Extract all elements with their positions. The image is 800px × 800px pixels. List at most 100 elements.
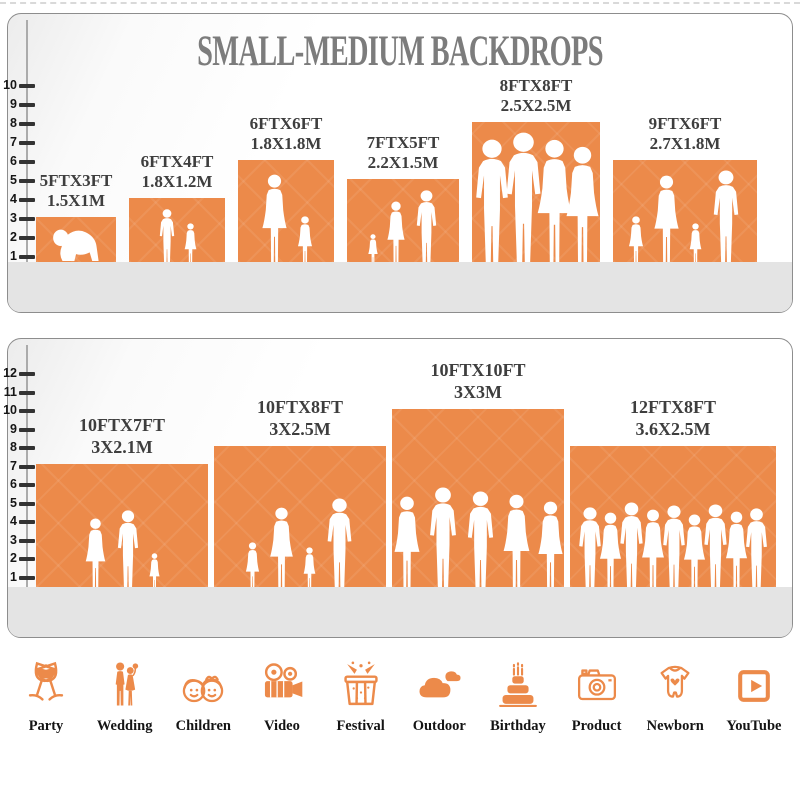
- backdrop-rect: [392, 409, 564, 591]
- person-silhouette: [270, 507, 293, 591]
- silhouette-group: [472, 132, 600, 269]
- backdrop-rect: [570, 446, 776, 591]
- person-silhouette: [599, 512, 622, 591]
- backdrop-10ftx10ft: 10FTX10FT 3X3M: [392, 360, 564, 591]
- ruler-tick: [19, 84, 35, 88]
- panel-medium-backdrops: 1 2 3 4 5 6 7 8 9 10 11 12 10FTX7FT 3X2.1M 10FTX8FT 3X…: [3, 338, 793, 638]
- person-silhouette: [261, 174, 287, 266]
- icon-label: Video: [264, 718, 300, 734]
- ruler-number: 9: [10, 97, 17, 111]
- ruler-tick: [19, 255, 35, 259]
- ruler-number: 6: [10, 154, 17, 168]
- ruler-tick: [19, 446, 35, 450]
- newborn-icon: [649, 660, 701, 712]
- backdrop-size-ft: 10FTX7FT: [78, 415, 165, 436]
- category-video: Video: [246, 660, 318, 735]
- ruler-number: 3: [10, 211, 17, 225]
- backdrop-size-m: 2.5X2.5M: [500, 96, 572, 116]
- ruler-number: 4: [10, 192, 17, 206]
- backdrop-label: 9FTX6FT 2.7X1.8M: [649, 114, 722, 155]
- backdrop-size-ft: 10FTX8FT: [256, 397, 343, 418]
- ruler-tick: [19, 372, 35, 376]
- person-silhouette: [713, 170, 739, 266]
- ruler-tick: [19, 179, 35, 183]
- backdrop-10ftx8ft: 10FTX8FT 3X2.5M: [214, 397, 386, 593]
- person-silhouette: [117, 510, 139, 591]
- backdrop-rect: [238, 160, 334, 267]
- silhouette-group: [36, 510, 208, 594]
- category-birthday: Birthday: [482, 660, 554, 735]
- ruler-number: 8: [10, 116, 17, 130]
- icon-label: Birthday: [490, 718, 546, 734]
- festival-icon: [335, 660, 387, 712]
- ruler-number: 11: [3, 384, 17, 399]
- icon-label: Wedding: [96, 718, 153, 734]
- person-silhouette: [683, 514, 706, 591]
- person-silhouette: [579, 507, 601, 591]
- backdrop-label: 6FTX4FT 1.8X1.2M: [141, 152, 214, 193]
- backdrop-6ftx6ft: 6FTX6FT 1.8X1.8M: [238, 114, 334, 267]
- silhouette-group: [570, 502, 776, 594]
- ruler-tick: [19, 483, 35, 487]
- backdrop-size-ft: 10FTX10FT: [430, 360, 526, 381]
- person-silhouette: [654, 175, 679, 266]
- backdrop-size-m: 1.8X1.2M: [141, 172, 213, 192]
- person-silhouette: [704, 504, 727, 591]
- ruler-number: 4: [10, 514, 17, 528]
- children-icon: [177, 660, 229, 712]
- ruler-tick: [19, 217, 35, 221]
- backdrop-rect: [214, 446, 386, 593]
- ruler-tick: [19, 538, 35, 543]
- ruler-tick: [19, 520, 35, 524]
- silhouette-group: [613, 170, 757, 269]
- icon-label: Children: [175, 718, 231, 734]
- backdrop-rect: [472, 122, 600, 265]
- ruler-tick: [19, 557, 35, 561]
- backdrop-rect: [613, 160, 757, 268]
- ruler-tick: [19, 198, 35, 202]
- ruler-tick: [19, 390, 35, 395]
- page-top-edge: [0, 2, 800, 4]
- backdrop-size-m: 3X2.5M: [269, 419, 331, 440]
- person-silhouette: [565, 146, 599, 265]
- backdrop-9ftx6ft: 9FTX6FT 2.7X1.8M: [613, 114, 757, 268]
- backdrop-size-m: 2.7X1.8M: [649, 134, 721, 154]
- party-icon: [20, 660, 72, 712]
- ruler-tick: [19, 236, 35, 240]
- backdrop-label: 10FTX7FT 3X2.1M: [79, 415, 165, 459]
- icon-label: Product: [571, 718, 622, 734]
- category-youtube: YouTube: [718, 660, 790, 735]
- backdrop-size-m: 1.8X1.8M: [250, 134, 322, 154]
- ruler-tick: [19, 575, 35, 580]
- page-title: SMALL-MEDIUM BACKDROPS: [197, 28, 603, 75]
- ruler-number: 1: [10, 569, 17, 584]
- category-icons-row: Party Wedding Children Video Festival Outdoor…: [10, 660, 790, 735]
- backdrop-label: 10FTX8FT 3X2.5M: [257, 397, 343, 441]
- person-silhouette: [746, 508, 767, 591]
- backdrop-5ftx3ft: 5FTX3FT 1.5X1M: [36, 171, 116, 262]
- ruler-tick: [19, 501, 35, 506]
- person-silhouette: [537, 139, 571, 264]
- silhouette-group: [129, 209, 225, 269]
- person-silhouette: [429, 487, 456, 590]
- outdoor-icon: [413, 660, 465, 712]
- category-newborn: Newborn: [639, 660, 711, 735]
- backdrop-label: 6FTX6FT 1.8X1.8M: [250, 114, 323, 155]
- floor-strip: [8, 262, 792, 312]
- category-product: Product: [561, 660, 633, 735]
- category-outdoor: Outdoor: [403, 660, 475, 735]
- backdrop-size-m: 1.5X1M: [46, 191, 106, 211]
- person-silhouette: [85, 518, 106, 591]
- icon-label: Outdoor: [412, 718, 466, 734]
- person-silhouette: [467, 491, 493, 590]
- backdrop-size-m: 3X3M: [453, 382, 502, 403]
- birthday-icon: [492, 660, 544, 712]
- category-festival: Festival: [325, 660, 397, 735]
- video-icon: [256, 660, 308, 712]
- backdrop-size-ft: 8FTX8FT: [499, 75, 573, 95]
- person-silhouette: [416, 190, 436, 266]
- bars-small: 5FTX3FT 1.5X1M 6FTX4FT 1.8X1.2M 6FTX6FT 1.8X1…: [36, 75, 757, 268]
- person-silhouette: [503, 494, 529, 590]
- backdrop-12ftx8ft: 12FTX8FT 3.6X2.5M: [570, 397, 776, 591]
- category-wedding: Wedding: [89, 660, 161, 735]
